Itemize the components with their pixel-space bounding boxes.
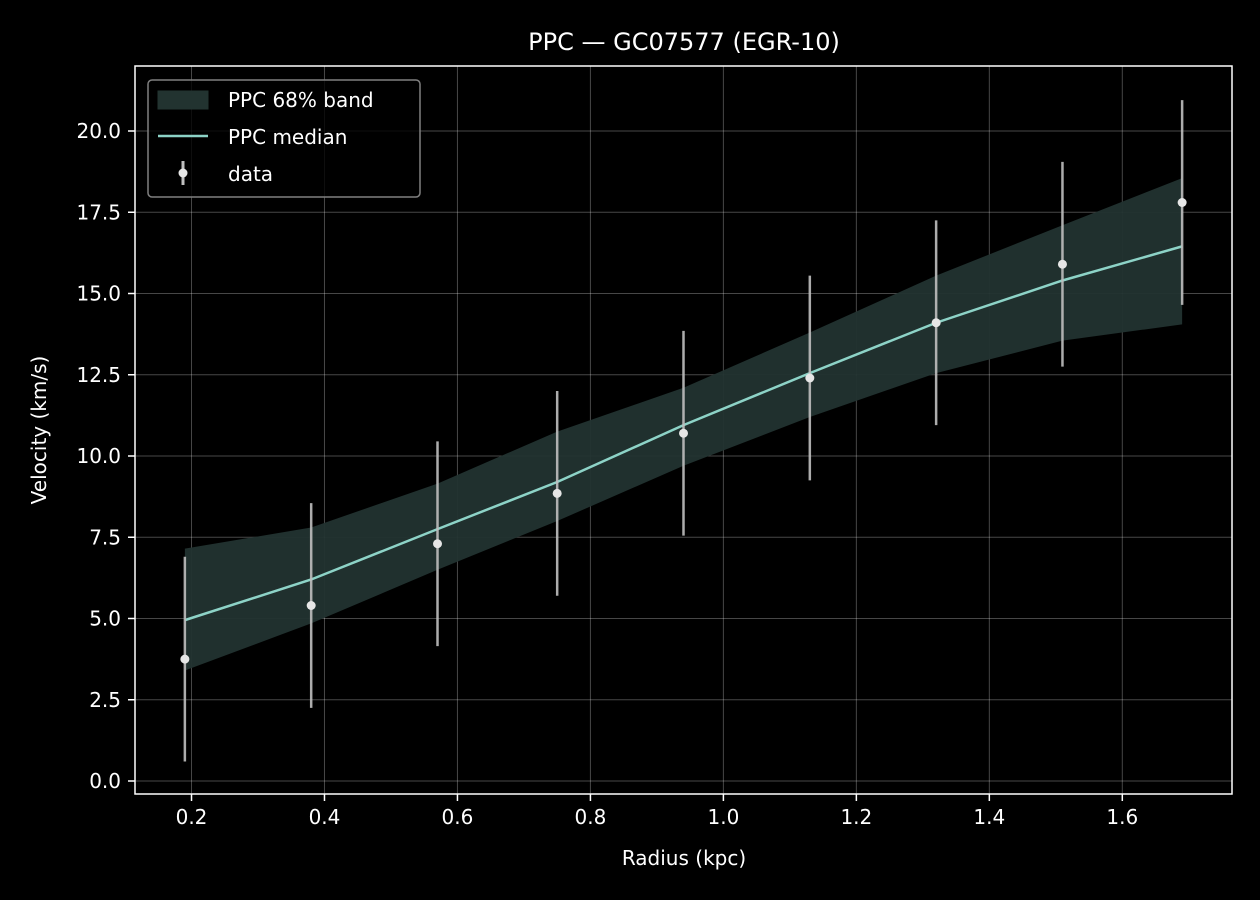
y-tick-label: 17.5	[76, 200, 121, 224]
x-tick-label: 1.6	[1106, 805, 1138, 829]
x-tick-label: 0.8	[575, 805, 607, 829]
legend-data-label: data	[228, 162, 273, 186]
y-axis-label: Velocity (km/s)	[27, 356, 51, 505]
x-tick-label: 0.2	[176, 805, 208, 829]
y-tick-label: 7.5	[89, 525, 121, 549]
data-point	[1177, 198, 1187, 207]
legend-data-marker	[178, 168, 188, 178]
x-tick-label: 1.2	[840, 805, 872, 829]
x-tick-label: 1.0	[707, 805, 739, 829]
x-axis-ticks: 0.2 0.4 0.6 0.8 1.0 1.2 1.4 1.6	[176, 794, 1138, 829]
data-point	[931, 318, 941, 328]
legend-band-swatch	[157, 90, 209, 110]
y-tick-label: 15.0	[76, 282, 121, 306]
data-point	[1057, 259, 1067, 269]
data-point	[679, 428, 688, 438]
y-tick-label: 0.0	[89, 769, 121, 793]
chart-title: PPC — GC07577 (EGR-10)	[528, 28, 840, 56]
x-tick-label: 0.6	[442, 805, 474, 829]
y-tick-label: 2.5	[89, 688, 121, 712]
x-tick-label: 0.4	[309, 805, 341, 829]
data-point	[805, 373, 815, 383]
legend-band-label: PPC 68% band	[228, 88, 374, 112]
data-points-layer	[180, 100, 1187, 762]
data-point	[433, 539, 443, 549]
legend-box	[147, 79, 421, 198]
data-point	[180, 654, 190, 664]
y-axis-ticks: 0.0 2.5 5.0 7.5 10.0 12.5 15.0 17.5 20.0	[76, 119, 135, 793]
legend-median-label: PPC median	[228, 125, 347, 149]
y-tick-label: 5.0	[89, 607, 121, 631]
data-point	[306, 601, 316, 610]
data-point	[552, 488, 562, 498]
x-axis-label: Radius (kpc)	[622, 846, 746, 870]
y-tick-label: 20.0	[76, 119, 121, 143]
y-tick-label: 10.0	[76, 444, 121, 468]
y-tick-label: 12.5	[76, 363, 121, 387]
x-tick-label: 1.4	[973, 805, 1005, 829]
legend: PPC 68% band PPC median data	[147, 79, 421, 198]
plot-frame	[134, 65, 1233, 795]
